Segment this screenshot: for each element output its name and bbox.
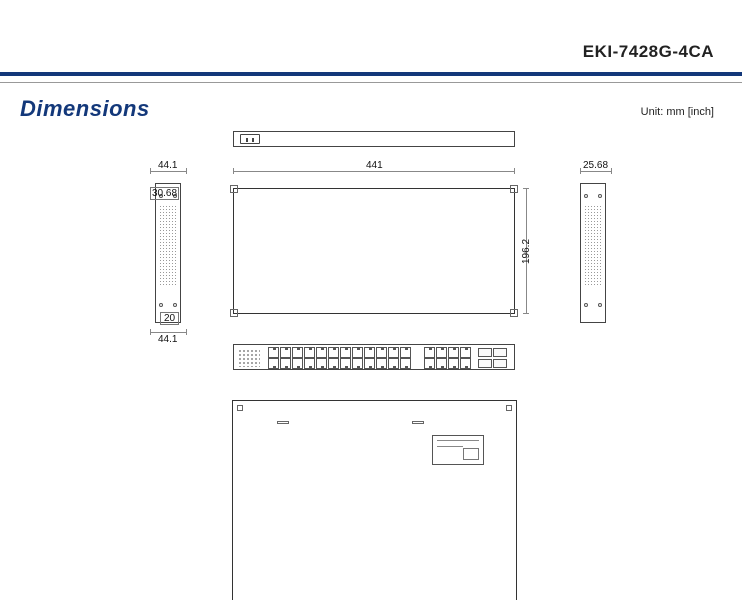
screw-icon [584,194,588,198]
corner-notch [230,185,238,193]
bottom-view-clip [232,400,517,600]
rj45-bank-2 [424,347,471,369]
slot-icon [412,421,424,424]
side-view-left [155,188,181,316]
dim-side-bottom: 44.1 [158,334,177,345]
dim-line-length-top [233,171,515,172]
screw-icon [598,303,602,307]
screw-icon [173,303,177,307]
corner-notch [510,309,518,317]
drawing-canvas: 441 44.1 25.68 30.68 20 44.1 [0,108,750,591]
vent-grille [584,205,602,287]
dim-line-side-bottom [150,332,186,333]
screw-icon [159,303,163,307]
rear-view [233,131,515,147]
dim-tick [523,188,529,189]
dim-tick [233,168,234,174]
sfp-bank [478,348,507,368]
side-view-right [580,188,606,316]
dim-tick [150,329,151,335]
top-view [233,188,515,314]
dim-inner-width: 30.68 [150,187,179,200]
header-rule-thin [0,82,742,83]
dim-tick [186,329,187,335]
dim-line-side-top [150,171,186,172]
dim-tick [150,168,151,174]
dim-right-offset: 25.68 [583,160,608,171]
dim-tab: 20 [160,312,179,325]
side-tab-bottom [580,315,606,323]
corner-notch [230,309,238,317]
dim-tick [186,168,187,174]
dim-tick [580,168,581,174]
power-socket-icon [240,134,260,144]
foot-icon [506,405,512,411]
led-panel [238,349,260,367]
dim-tick [523,313,529,314]
vent-grille [159,205,177,287]
side-tab-top [580,183,606,189]
screw-icon [598,194,602,198]
corner-notch [510,185,518,193]
header-rule-thick [0,72,742,76]
led-grid-icon [238,349,260,367]
dim-line-right-top [580,171,612,172]
bottom-view [232,400,517,600]
dim-depth: 196.2 [521,239,532,264]
front-view [233,344,515,370]
foot-icon [237,405,243,411]
rj45-bank-1 [268,347,411,369]
dim-tick [514,168,515,174]
slot-icon [277,421,289,424]
dim-side-top: 44.1 [158,160,177,171]
dim-length: 441 [366,160,383,171]
label-block [432,435,484,465]
dim-tick [611,168,612,174]
screw-icon [584,303,588,307]
product-model: EKI-7428G-4CA [583,42,714,62]
